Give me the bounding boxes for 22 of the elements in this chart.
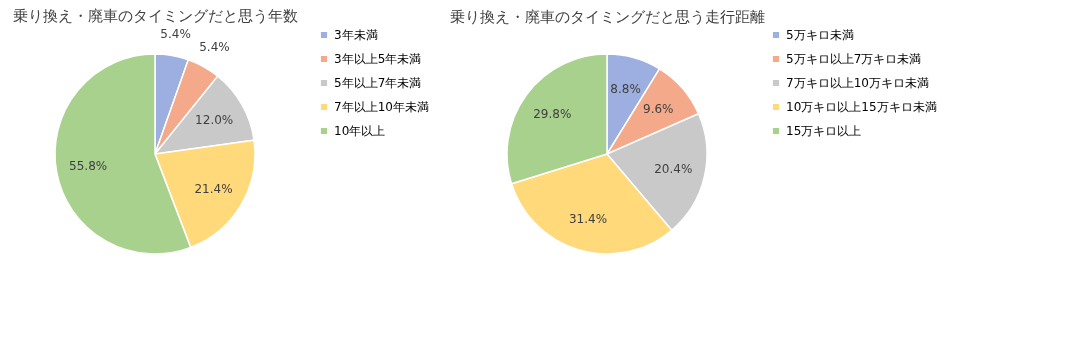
legend-label: 7年以上10年未満 [334,100,429,114]
chart-title: 乗り換え・廃車のタイミングだと思う年数 [12,6,298,25]
data-label: 8.8% [610,81,641,96]
legend-label: 10年以上 [334,124,386,138]
legend-label: 3年以上5年未満 [334,52,422,66]
legend-label: 5年以上7年未満 [334,76,422,90]
data-label: 31.4% [568,212,608,227]
legend-label: 10万キロ以上15万キロ未満 [786,100,937,114]
legend-label: 3年未満 [334,28,378,42]
data-label: 12.0% [195,113,234,128]
data-label: 9.6% [643,102,674,117]
data-label: 5.4% [160,26,191,41]
data-label: 5.4% [199,40,230,55]
legend-label: 7万キロ以上10万キロ未満 [786,76,929,90]
data-label: 21.4% [194,181,233,196]
chart-title: 乗り換え・廃車のタイミングだと思う走行距離 [449,8,765,26]
legend-label: 5万キロ未満 [786,28,854,42]
data-label: 55.8% [69,159,108,174]
legend-label: 15万キロ以上 [786,124,862,138]
data-label: 29.8% [533,106,572,121]
data-label: 20.4% [654,162,693,177]
legend-label: 5万キロ以上7万キロ未満 [786,52,922,66]
